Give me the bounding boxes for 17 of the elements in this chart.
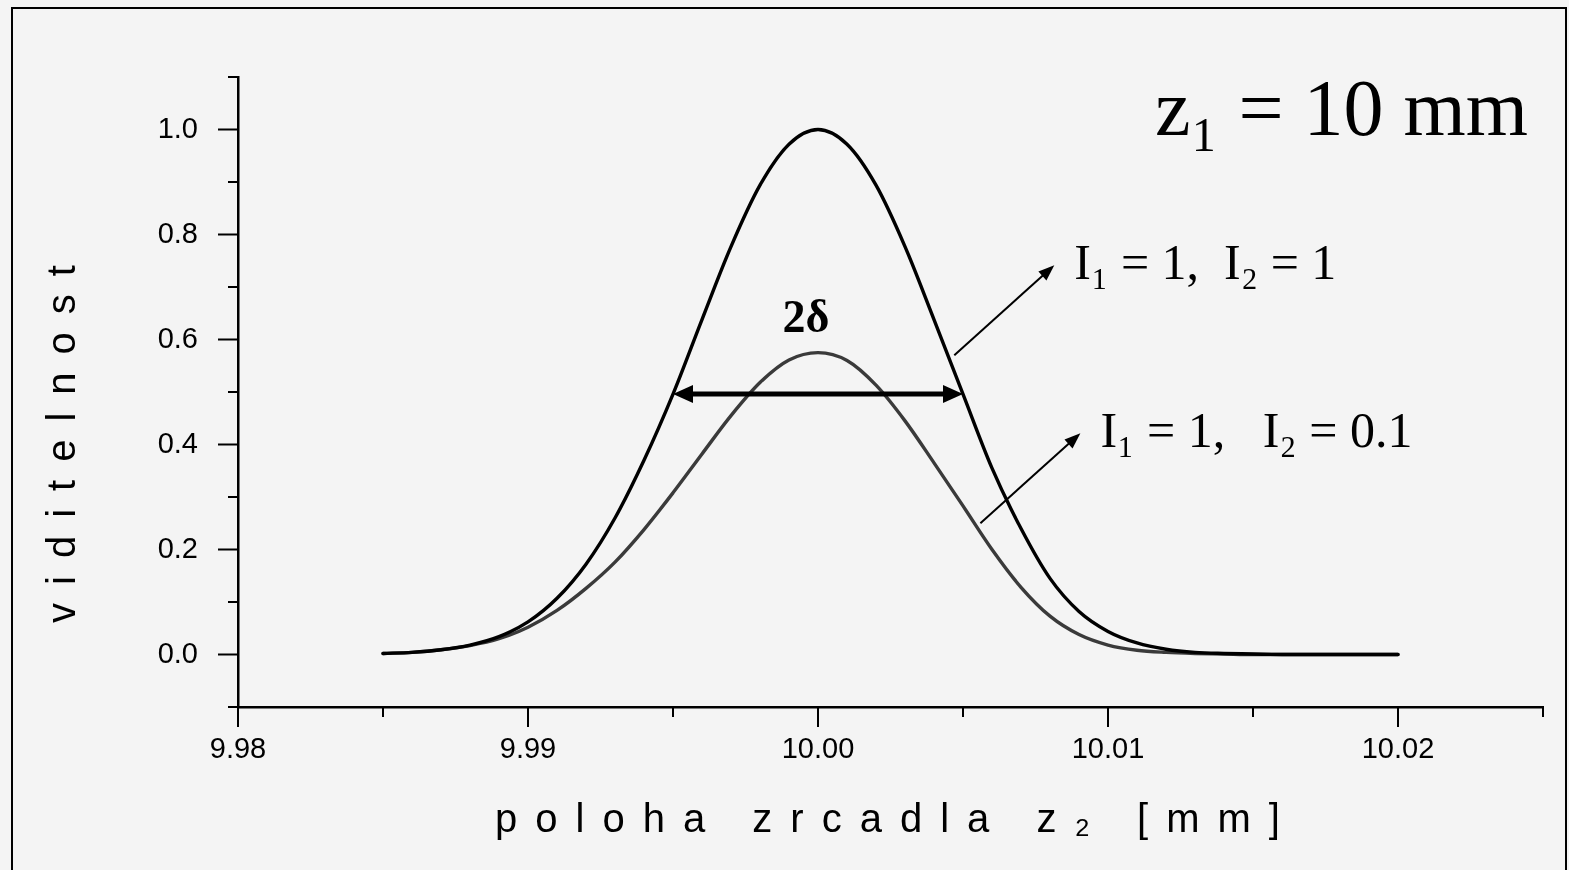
y-tick-label: 0.8 <box>157 216 198 249</box>
y-tick-label: 1.0 <box>157 111 198 144</box>
y-tick-label: 0.6 <box>157 321 198 354</box>
annotation: 2δ <box>782 291 830 343</box>
x-tick-label: 10.00 <box>781 732 855 765</box>
x-axis-title: poloha zrcadla z₂ [mm] <box>495 796 1298 840</box>
y-tick-label: 0.2 <box>157 531 198 564</box>
x-tick-label: 10.01 <box>1071 732 1145 765</box>
x-tick-label: 9.99 <box>499 732 557 765</box>
annotation: I₁ = 1, I₂ = 0.1 <box>1100 402 1413 459</box>
x-tick-label: 9.98 <box>209 732 267 765</box>
annotation: I₁ = 1, I₂ = 1 <box>1074 234 1337 291</box>
annotation: z₁ = 10 mm <box>1155 64 1528 152</box>
y-tick-label: 0.0 <box>157 636 198 669</box>
x-tick-label: 10.02 <box>1361 732 1435 765</box>
y-tick-label: 0.4 <box>157 426 198 459</box>
y-axis-title: viditelnost <box>39 247 83 623</box>
